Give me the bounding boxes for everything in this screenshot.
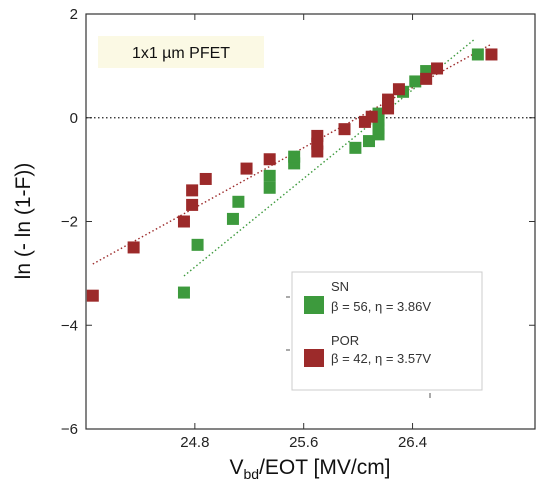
x-axis-label-rest: /EOT [MV/cm] — [259, 456, 390, 479]
x-tick-label: 24.8 — [180, 434, 209, 451]
data-point-sn — [471, 48, 484, 61]
data-point-por — [86, 289, 99, 302]
data-point-por — [311, 129, 324, 142]
y-tick-label: −4 — [61, 317, 78, 334]
data-point-por — [431, 62, 444, 75]
y-tick-label: 0 — [70, 110, 78, 127]
legend-por-swatch — [304, 349, 324, 367]
x-tick-label: 26.4 — [398, 434, 427, 451]
legend-sn-fit: β = 56, η = 3.86V — [331, 299, 431, 314]
data-point-por — [240, 162, 253, 175]
data-point-por — [177, 215, 190, 228]
data-points — [86, 48, 498, 302]
legend: SN β = 56, η = 3.86V POR β = 42, η = 3.5… — [286, 271, 483, 398]
data-point-sn — [226, 212, 239, 225]
data-point-por — [263, 153, 276, 166]
y-tick-label: −2 — [61, 214, 78, 231]
data-point-sn — [363, 135, 376, 148]
axis-ticks: 24.8 25.6 26.4 −6 −4 −2 0 2 — [61, 6, 535, 451]
data-point-sn — [349, 141, 362, 154]
data-point-sn — [191, 238, 204, 251]
data-point-por — [127, 241, 140, 254]
legend-sn-swatch — [304, 296, 324, 314]
data-point-por — [338, 123, 351, 136]
data-point-sn — [177, 286, 190, 299]
x-axis-label-sub: bd — [243, 466, 259, 482]
data-point-por — [365, 110, 378, 123]
y-axis-label: ln (- ln (1-F)) — [12, 163, 35, 280]
legend-sn-name: SN — [331, 279, 349, 294]
data-point-por — [382, 93, 395, 106]
legend-por-fit: β = 42, η = 3.57V — [331, 351, 431, 366]
x-tick-label: 25.6 — [289, 434, 318, 451]
data-point-por — [485, 48, 498, 61]
x-axis-label: Vbd/EOT [MV/cm] — [229, 456, 390, 482]
data-point-sn — [409, 75, 422, 88]
data-point-por — [420, 72, 433, 85]
data-point-sn — [263, 169, 276, 182]
inset-label: 1x1 µm PFET — [132, 45, 230, 62]
y-tick-label: 2 — [70, 6, 78, 23]
data-point-por — [199, 172, 212, 185]
y-tick-label: −6 — [61, 421, 78, 438]
data-point-sn — [263, 181, 276, 194]
data-point-sn — [232, 195, 245, 208]
legend-box — [291, 271, 483, 391]
data-point-sn — [288, 150, 301, 163]
data-point-por — [186, 198, 199, 211]
data-point-por — [392, 83, 405, 96]
x-axis-label-main: V — [229, 456, 243, 479]
data-point-por — [186, 184, 199, 197]
legend-por-name: POR — [331, 333, 359, 348]
inset-label-box — [98, 36, 264, 68]
